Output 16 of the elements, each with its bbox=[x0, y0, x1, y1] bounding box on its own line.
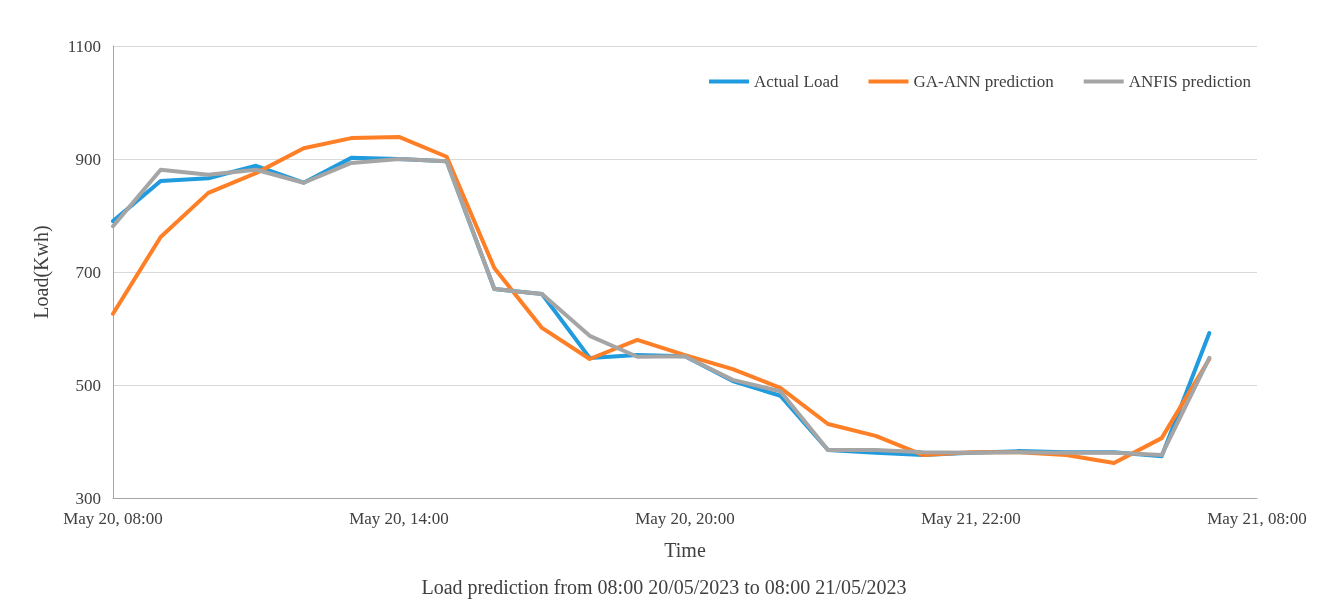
x-tick-label: May 20, 20:00 bbox=[635, 509, 735, 528]
y-axis-title: Load(Kwh) bbox=[30, 225, 53, 319]
x-tick-label: May 21, 22:00 bbox=[921, 509, 1021, 528]
y-tick-label: 1100 bbox=[67, 36, 101, 56]
legend-label: Actual Load bbox=[753, 72, 839, 91]
y-tick-label: 500 bbox=[75, 375, 101, 395]
y-tick-label: 900 bbox=[75, 149, 101, 169]
y-tick-label: 300 bbox=[75, 488, 101, 508]
legend-label: GA-ANN prediction bbox=[913, 72, 1055, 91]
text: Load prediction from 08:00 20/05/2023 to 08:00 21/05/2023 bbox=[421, 576, 907, 599]
y-tick-label: 700 bbox=[75, 262, 101, 282]
x-tick-label: May 21, 08:00 bbox=[1207, 509, 1307, 528]
x-tick-label: May 20, 14:00 bbox=[349, 509, 449, 528]
legend-label: ANFIS prediction bbox=[1128, 72, 1252, 91]
x-tick-label: May 20, 08:00 bbox=[63, 509, 163, 528]
x-axis-title: Time bbox=[664, 539, 706, 561]
